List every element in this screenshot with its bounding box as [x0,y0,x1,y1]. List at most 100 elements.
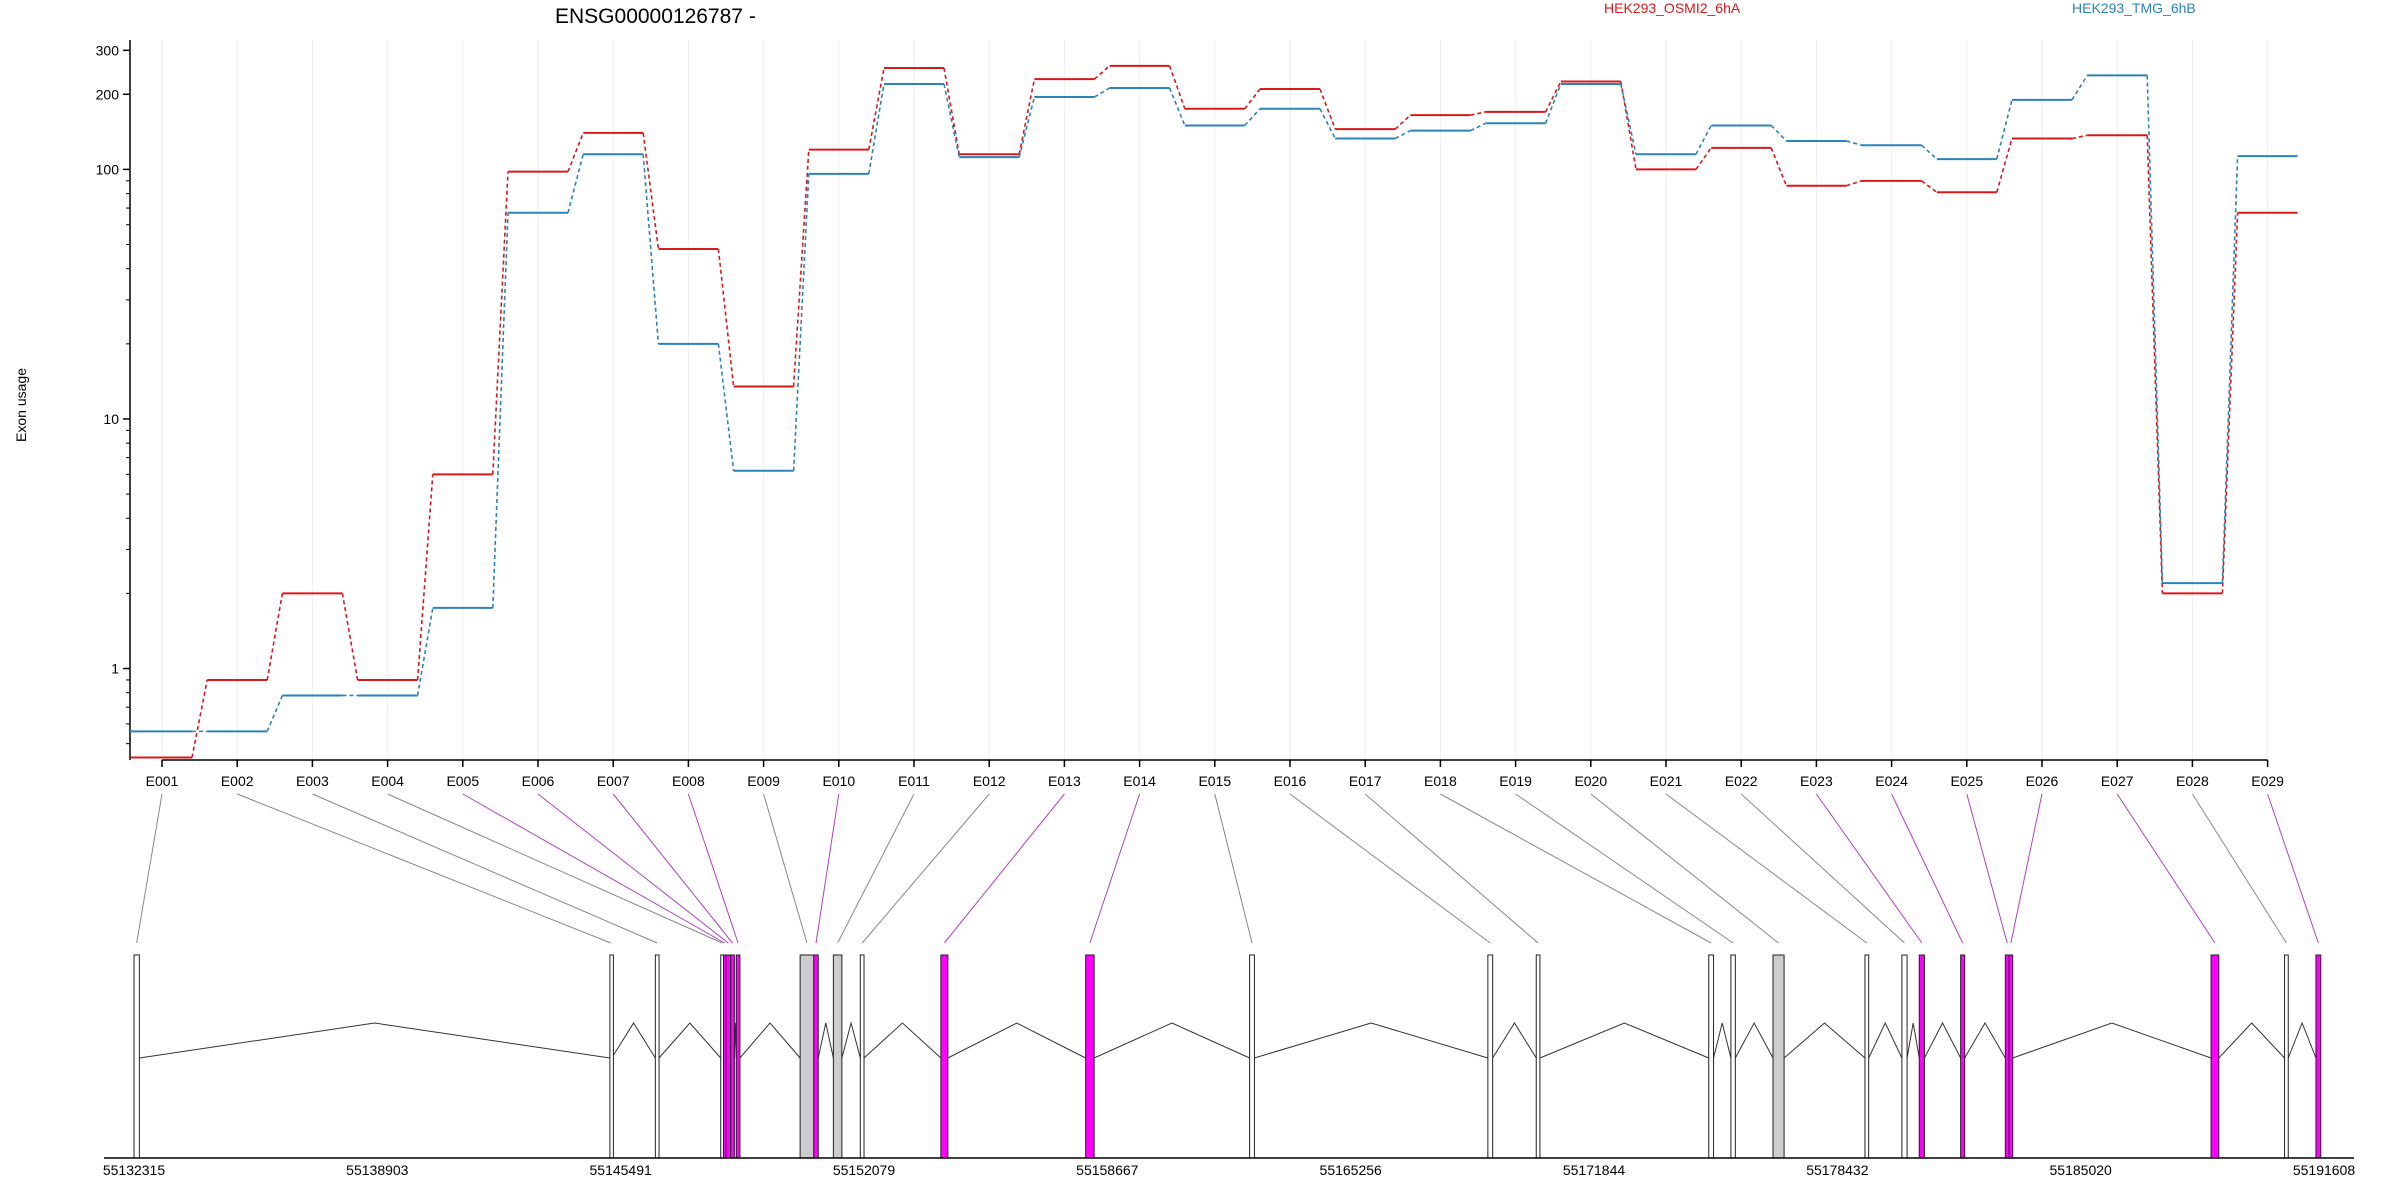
exon-box [1487,954,1494,1159]
genome-coordinate-label: 55185020 [2050,1162,2113,1178]
exon-connector [237,793,612,944]
exon-connector [943,793,1065,944]
x-tick-label: E005 [446,773,479,789]
series-connector [191,679,208,758]
series-lines [130,64,2298,759]
x-tick-label: E021 [1650,773,1683,789]
y-tick-label: 100 [96,161,120,177]
x-tick-label: E019 [1499,773,1532,789]
exon-connector [1665,793,1868,944]
series-connector [792,149,810,387]
x-tick-label: E017 [1349,773,1382,789]
intron [1713,1022,1732,1059]
exon-box [133,954,140,1159]
series-connector [1319,108,1336,139]
series-connector [868,67,885,150]
series-connector [1770,147,1788,187]
x-tick-label: E016 [1274,773,1307,789]
x-tick-label: E012 [973,773,1006,789]
series-connector [1244,108,1261,126]
series-connector [1018,78,1036,155]
x-axis: E001 E002 E003 E004 E005 E006 E007 E008 E009 E010… [146,759,2284,789]
series-connector [567,132,584,172]
intron [1539,1022,1709,1059]
series-connector [642,132,660,250]
intron [817,1022,834,1059]
series-connector [943,67,960,155]
exon-box [2284,954,2289,1159]
exon-box [799,954,815,1159]
intron [739,1022,801,1059]
gene-title: ENSG00000126787 - [555,5,756,28]
series-connector [492,171,509,475]
y-tick-label: 10 [103,411,119,427]
intron [611,1022,656,1059]
genome-coordinate-label: 55171844 [1563,1162,1626,1178]
exon-connector [1740,793,1905,944]
genome-coordinate-label: 55132315 [103,1162,166,1178]
exon-connector [2010,793,2043,944]
series-connector [1921,180,1938,193]
genome-coordinate-label: 55178432 [1806,1162,1869,1178]
x-tick-label: E011 [898,773,930,789]
exon-box [1085,954,1095,1159]
x-tick-label: E002 [221,773,254,789]
x-tick-label: E007 [597,773,630,789]
series-connector [1996,138,2013,193]
x-tick-label: E020 [1574,773,1607,789]
exon-connector [1590,793,1779,944]
exon-box [2004,954,2010,1159]
intron [1964,1022,2006,1059]
series-connector [1695,125,1712,155]
genome-coordinate-label: 55152079 [833,1162,896,1178]
exon-connector [837,793,915,944]
series-connector [416,607,434,696]
x-tick-label: E008 [672,773,705,789]
series-connector [792,173,810,471]
exon-connector [387,793,723,944]
series-connector [717,248,735,387]
exon-connector [2267,793,2319,944]
x-tick-label: E029 [2251,773,2284,789]
intron [947,1022,1086,1059]
x-tick-label: E025 [1950,773,1983,789]
exon-connector [1089,793,1141,944]
genome-coordinate-label: 55165256 [1320,1162,1383,1178]
genome-coordinate-label: 55158667 [1076,1162,1139,1178]
intron [1093,1022,1250,1059]
exon-connector [1515,793,1734,944]
series-connector [1544,83,1562,124]
x-tick-label: E023 [1800,773,1833,789]
series-connector [2221,212,2239,594]
series-connector [1093,87,1111,98]
exon-connector [1966,793,2008,944]
y-axis: 1 10 100 200 300 [96,40,131,760]
x-tick-label: E004 [371,773,404,789]
exon-connector [312,793,658,944]
series-connector [1770,124,1787,142]
x-tick-label: E027 [2101,773,2134,789]
y-axis-label: Exon usage [13,368,29,442]
series-connector [1846,180,1862,187]
series-connector [492,212,509,608]
series-a [130,64,2298,759]
intron [1734,1021,1774,1059]
exon-connector [1289,793,1491,944]
exon-box [1901,954,1908,1159]
series-connector [1168,65,1186,110]
exon-connector [687,793,739,944]
exon-connector [2116,793,2216,944]
intron [139,1022,610,1059]
series-connector [2146,75,2164,584]
series-connector [1620,81,1637,170]
series-connector [1168,87,1186,126]
series-connector [416,474,434,681]
exon-connector [763,793,808,944]
intron [658,1022,722,1059]
series-connector [1846,140,1862,146]
series-connector [1470,111,1486,116]
x-tick-label: E028 [2176,773,2209,789]
x-tick-label: E018 [1424,773,1457,789]
genome-coordinate-label: 55145491 [590,1162,653,1178]
